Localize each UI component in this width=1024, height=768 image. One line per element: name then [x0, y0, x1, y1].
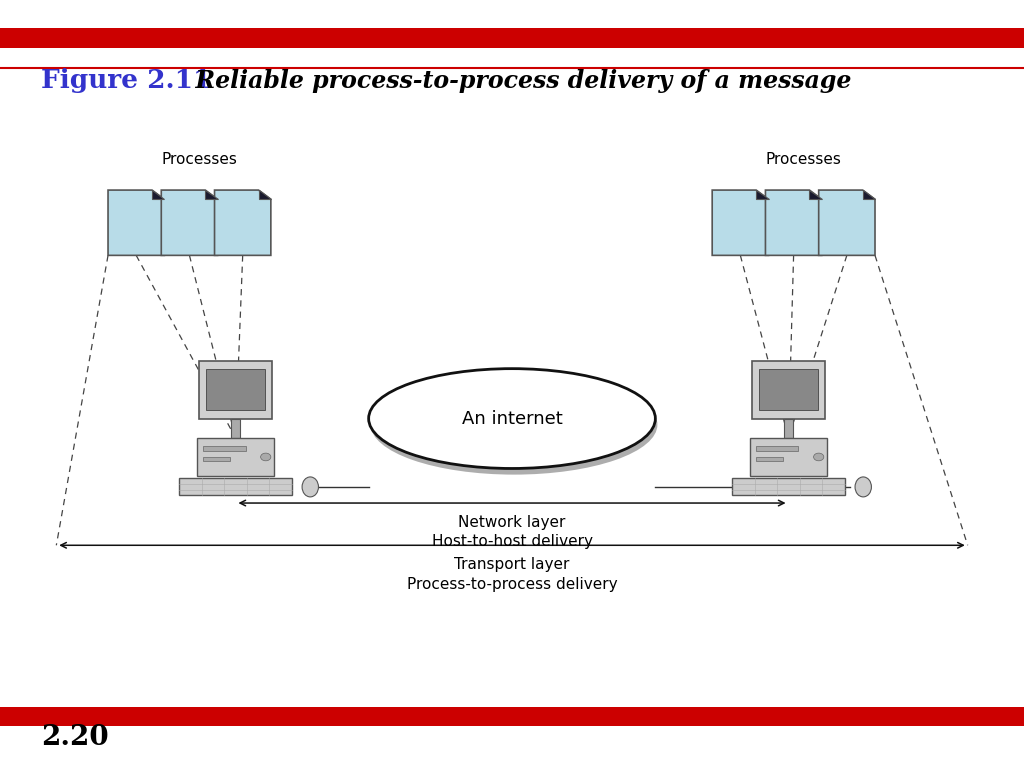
Polygon shape: [756, 190, 768, 200]
Text: 2.20: 2.20: [41, 724, 109, 751]
Bar: [203, 446, 246, 452]
FancyBboxPatch shape: [199, 361, 272, 419]
FancyBboxPatch shape: [752, 361, 825, 419]
Ellipse shape: [302, 477, 318, 497]
Text: An internet: An internet: [462, 409, 562, 428]
Bar: [784, 419, 793, 438]
Polygon shape: [819, 190, 874, 255]
FancyBboxPatch shape: [732, 478, 845, 495]
FancyBboxPatch shape: [197, 438, 274, 476]
Text: Transport layer
Process-to-process delivery: Transport layer Process-to-process deliv…: [407, 557, 617, 591]
Circle shape: [260, 453, 270, 461]
Bar: [231, 419, 240, 438]
Polygon shape: [809, 190, 821, 200]
Polygon shape: [766, 190, 821, 255]
Bar: [0, 28, 1024, 48]
FancyBboxPatch shape: [750, 438, 827, 476]
Text: Network layer
Host-to-host delivery: Network layer Host-to-host delivery: [431, 515, 593, 549]
Ellipse shape: [369, 369, 655, 468]
FancyBboxPatch shape: [179, 478, 292, 495]
FancyBboxPatch shape: [759, 369, 818, 410]
Polygon shape: [258, 190, 270, 200]
Text: Figure 2.11: Figure 2.11: [41, 68, 211, 93]
Circle shape: [813, 453, 823, 461]
Polygon shape: [205, 190, 217, 200]
Bar: [756, 457, 783, 461]
Bar: [203, 457, 230, 461]
Text: Processes: Processes: [766, 152, 842, 167]
Polygon shape: [713, 190, 768, 255]
FancyBboxPatch shape: [206, 369, 265, 410]
Ellipse shape: [371, 375, 657, 475]
Bar: [0, 707, 1024, 726]
Polygon shape: [109, 190, 164, 255]
Polygon shape: [862, 190, 874, 200]
Ellipse shape: [855, 477, 871, 497]
Text: Reliable process-to-process delivery of a message: Reliable process-to-process delivery of …: [179, 68, 852, 93]
Polygon shape: [162, 190, 217, 255]
Polygon shape: [215, 190, 270, 255]
Text: Processes: Processes: [162, 152, 238, 167]
Polygon shape: [152, 190, 164, 200]
Bar: [756, 446, 799, 452]
